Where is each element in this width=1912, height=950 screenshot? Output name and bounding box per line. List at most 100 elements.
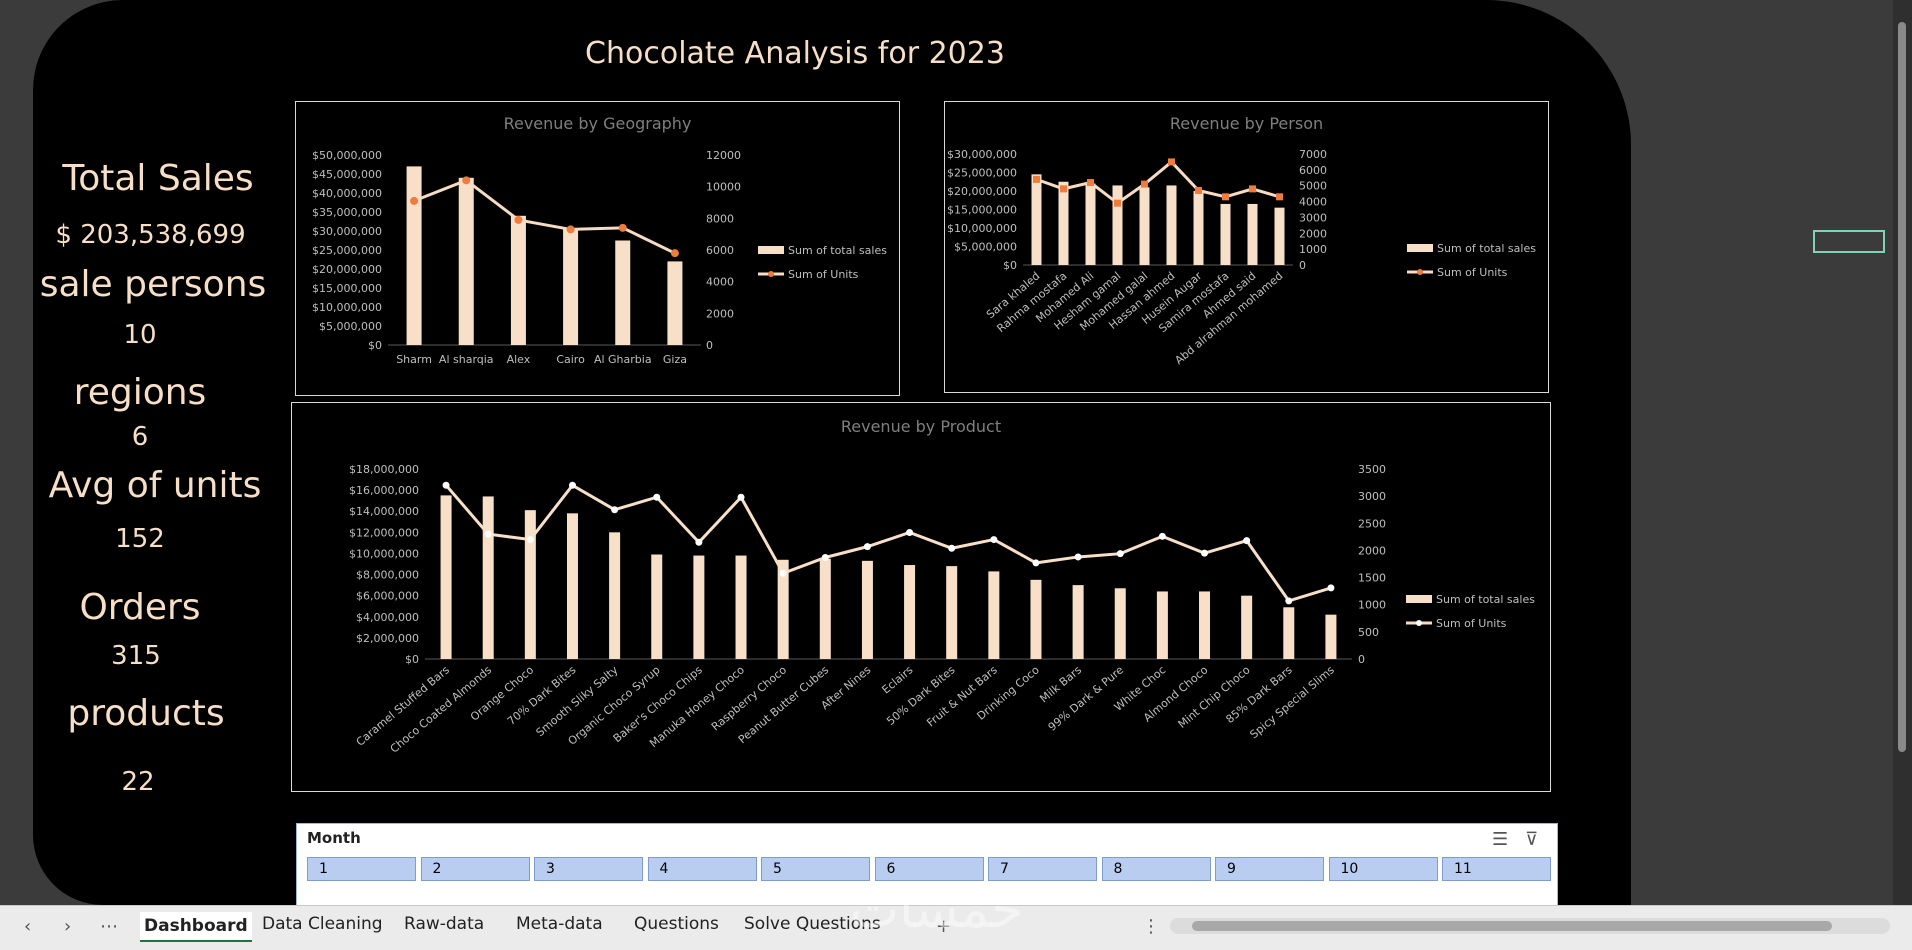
units-point (695, 538, 703, 546)
horizontal-scroll-thumb[interactable] (1192, 921, 1832, 931)
bar-raspberry-choco (777, 559, 789, 659)
right-tick-label: 6000 (706, 244, 734, 257)
kpi-products-value: 22 (121, 767, 155, 797)
vertical-scrollbar[interactable] (1893, 0, 1912, 905)
sheet-options-icon[interactable]: ⋮ (1142, 916, 1160, 937)
category-label: Eclairs (879, 663, 915, 696)
units-point (948, 544, 956, 552)
right-tick-label: 8000 (706, 212, 734, 225)
bar-al-sharqia (458, 177, 474, 345)
left-tick-label: $35,000,000 (312, 206, 382, 219)
right-tick-label: 4000 (706, 276, 734, 289)
units-point (514, 215, 523, 224)
units-point (1285, 597, 1293, 605)
bar-drinking-coco (1030, 579, 1042, 659)
legend-line-label: Sum of Units (1436, 617, 1507, 630)
legend-line-label: Sum of Units (788, 268, 859, 281)
left-tick-label: $10,000,000 (349, 547, 419, 560)
slicer-item-1[interactable]: 1 (307, 857, 416, 881)
right-tick-label: 3000 (1299, 211, 1327, 224)
left-tick-label: $20,000,000 (312, 263, 382, 276)
slicer-item-11[interactable]: 11 (1442, 857, 1551, 881)
vertical-scroll-thumb[interactable] (1898, 22, 1906, 752)
bar-husein-augar (1193, 191, 1204, 265)
tab-raw-data[interactable]: Raw-data (404, 914, 485, 934)
units-point (653, 493, 661, 501)
legend-bar-swatch (758, 246, 784, 254)
units-point (1158, 532, 1166, 540)
next-sheet-icon[interactable]: › (64, 916, 72, 937)
tab-solve-questions[interactable]: Solve Questions (744, 914, 881, 934)
month-slicer[interactable]: Month ☰ ⊽ 1 2 3 4 5 6 7 8 9 10 11 (296, 823, 1558, 907)
slicer-item-10[interactable]: 10 (1328, 857, 1438, 881)
chart-revenue-by-product[interactable]: Revenue by Product $0 $2,000,000 $4,000,000… (291, 402, 1551, 792)
legend-line-marker (1417, 269, 1423, 275)
chart-revenue-by-person[interactable]: Revenue by Person $0 $5,000,000 $10,000,000… (944, 101, 1549, 393)
units-line (444, 483, 1332, 603)
units-point (410, 196, 419, 205)
units-point (670, 249, 679, 258)
units-point (1032, 559, 1040, 567)
left-tick-label: $15,000,000 (947, 204, 1017, 217)
prev-sheet-icon[interactable]: ‹ (24, 916, 32, 937)
units-point (779, 569, 787, 577)
units-point (1243, 537, 1251, 545)
slicer-item-2[interactable]: 2 (420, 857, 530, 881)
right-tick-label: 500 (1358, 626, 1379, 639)
left-tick-label: $6,000,000 (356, 590, 419, 603)
more-sheets-icon[interactable]: ⋯ (100, 916, 118, 937)
left-tick-label: $20,000,000 (947, 185, 1017, 198)
category-label: Al sharqia (439, 353, 494, 366)
slicer-item-3[interactable]: 3 (534, 857, 643, 881)
slicer-item-6[interactable]: 6 (874, 857, 984, 881)
tab-dashboard[interactable]: Dashboard (140, 912, 252, 942)
bar-abd-alrahman-mohamed (1274, 207, 1285, 265)
clear-filter-icon[interactable]: ⊽ (1525, 829, 1539, 850)
bar-99-dark-pure (1114, 588, 1126, 659)
left-tick-label: $40,000,000 (312, 187, 382, 200)
selected-cell[interactable] (1813, 230, 1885, 253)
chart-product-svg: Revenue by Product $0 $2,000,000 $4,000,000… (349, 417, 1535, 756)
slicer-item-4[interactable]: 4 (647, 857, 757, 881)
dashboard-title: Chocolate Analysis for 2023 (585, 36, 1005, 71)
tab-meta-data[interactable]: Meta-data (516, 914, 603, 934)
kpi-total-sales-value: $ 203,538,699 (55, 220, 246, 250)
bar-hassan-ahmed (1166, 185, 1177, 265)
slicer-item-9[interactable]: 9 (1215, 857, 1324, 881)
left-tick-label: $45,000,000 (312, 168, 382, 181)
left-tick-label: $30,000,000 (312, 225, 382, 238)
bar-white-choc (1156, 591, 1168, 659)
multi-select-icon[interactable]: ☰ (1492, 829, 1509, 850)
right-tick-label: 7000 (1299, 148, 1327, 161)
category-label: Giza (663, 353, 687, 366)
slicer-item-5[interactable]: 5 (761, 857, 870, 881)
units-point (1195, 186, 1202, 194)
kpi-orders-label: Orders (79, 587, 201, 628)
right-tick-label: 1500 (1358, 572, 1386, 585)
legend-line-marker (768, 271, 774, 277)
right-tick-label: 2000 (1358, 544, 1386, 557)
units-point (566, 225, 575, 234)
chart-revenue-by-geography[interactable]: Revenue by Geography $0 $5,000,000 $10,000,… (295, 101, 900, 396)
bar-cairo (563, 229, 579, 345)
horizontal-scrollbar[interactable] (1170, 918, 1890, 934)
legend-line-label: Sum of Units (1437, 266, 1508, 279)
tab-data-cleaning[interactable]: Data Cleaning (262, 914, 383, 934)
chart-title: Revenue by Product (841, 417, 1001, 436)
bar-alex (510, 215, 526, 345)
right-tick-label: 0 (1358, 653, 1365, 666)
right-tick-label: 2000 (706, 307, 734, 320)
left-tick-label: $25,000,000 (947, 167, 1017, 180)
slicer-item-7[interactable]: 7 (988, 857, 1097, 881)
bar-sara-khaled (1031, 174, 1042, 265)
bar-caramel-stuffed-bars (440, 495, 452, 659)
units-point (1141, 180, 1148, 188)
tab-questions[interactable]: Questions (634, 914, 719, 934)
kpi-products-label: products (67, 693, 225, 734)
add-sheet-icon[interactable]: + (936, 916, 952, 937)
right-tick-label: 12000 (706, 149, 741, 162)
left-tick-label: $5,000,000 (954, 241, 1017, 254)
bar-spicy-special-slims (1325, 614, 1337, 659)
category-label: 99% Dark & Pure (1046, 663, 1127, 734)
slicer-item-8[interactable]: 8 (1101, 857, 1211, 881)
